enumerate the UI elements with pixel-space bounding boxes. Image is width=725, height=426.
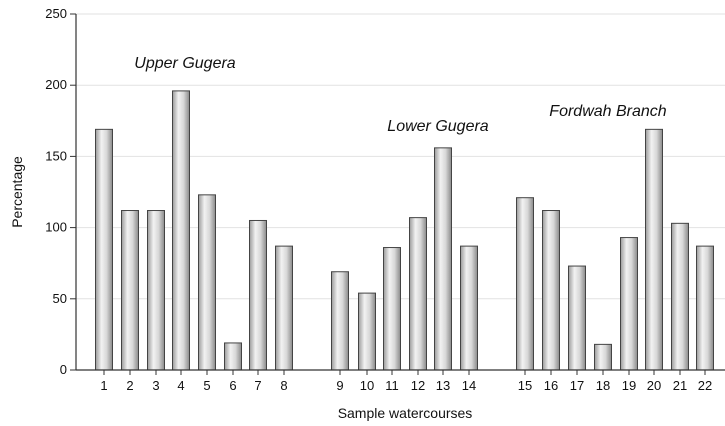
bar-1 [95,128,113,371]
x-tick-label: 3 [152,378,159,393]
x-tick-label: 2 [126,378,133,393]
y-tick-label: 250 [45,6,67,21]
bar-13 [434,147,452,371]
bar-5 [198,194,216,371]
x-tick-label: 11 [385,378,399,393]
y-tick-label: 100 [45,220,67,235]
bar-21 [671,222,689,371]
bar-7 [249,219,267,371]
bar-2 [121,210,139,371]
bar-20 [645,128,663,371]
bar-18 [594,343,612,371]
bar-4 [172,90,190,371]
x-tick-label: 21 [673,378,687,393]
x-tick-label: 7 [254,378,261,393]
bar-6 [224,342,242,371]
x-tick-label: 9 [336,378,343,393]
bar-19 [620,237,638,371]
bar-15 [516,197,534,371]
bars [95,90,714,371]
x-tick-label: 10 [360,378,374,393]
bar-9 [331,271,349,371]
x-tick-label: 14 [462,378,476,393]
x-axis-title: Sample watercourses [338,405,473,421]
y-tick-label: 50 [53,291,67,306]
bar-12 [409,217,427,371]
bar-3 [147,210,165,371]
x-tick-labels: 1 2 3 4 5 6 7 8 9 10 11 12 13 14 15 16 17 18 19 20 21 22 [100,378,712,393]
x-tick-label: 16 [544,378,558,393]
x-tick-label: 15 [518,378,532,393]
x-tick-label: 17 [570,378,584,393]
y-tick-label: 0 [60,362,67,377]
group-label: Upper Gugera [134,55,235,72]
x-tick-label: 5 [203,378,210,393]
bar-17 [568,265,586,371]
y-tick-labels: 0 50 100 150 200 250 [45,6,67,377]
axes [70,13,725,375]
y-tick-label: 150 [45,148,67,163]
group-labels: Upper Gugera Lower Gugera Fordwah Branch [134,55,666,135]
x-tick-label: 19 [622,378,636,393]
x-tick-label: 6 [229,378,236,393]
x-tick-label: 4 [177,378,184,393]
x-tick-label: 8 [280,378,287,393]
x-tick-label: 13 [436,378,450,393]
x-tick-label: 18 [596,378,610,393]
x-tick-label: 20 [647,378,661,393]
y-axis-title: Percentage [9,156,25,228]
bar-11 [383,247,401,371]
x-tick-label: 1 [100,378,107,393]
bar-22 [696,245,714,371]
y-tick-label: 200 [45,77,67,92]
x-tick-label: 12 [411,378,425,393]
x-tick-label: 22 [698,378,712,393]
group-label: Lower Gugera [387,118,488,135]
bar-16 [542,210,560,371]
group-label: Fordwah Branch [549,103,666,120]
bar-8 [275,245,293,371]
bar-14 [460,245,478,371]
bar-10 [358,292,376,371]
